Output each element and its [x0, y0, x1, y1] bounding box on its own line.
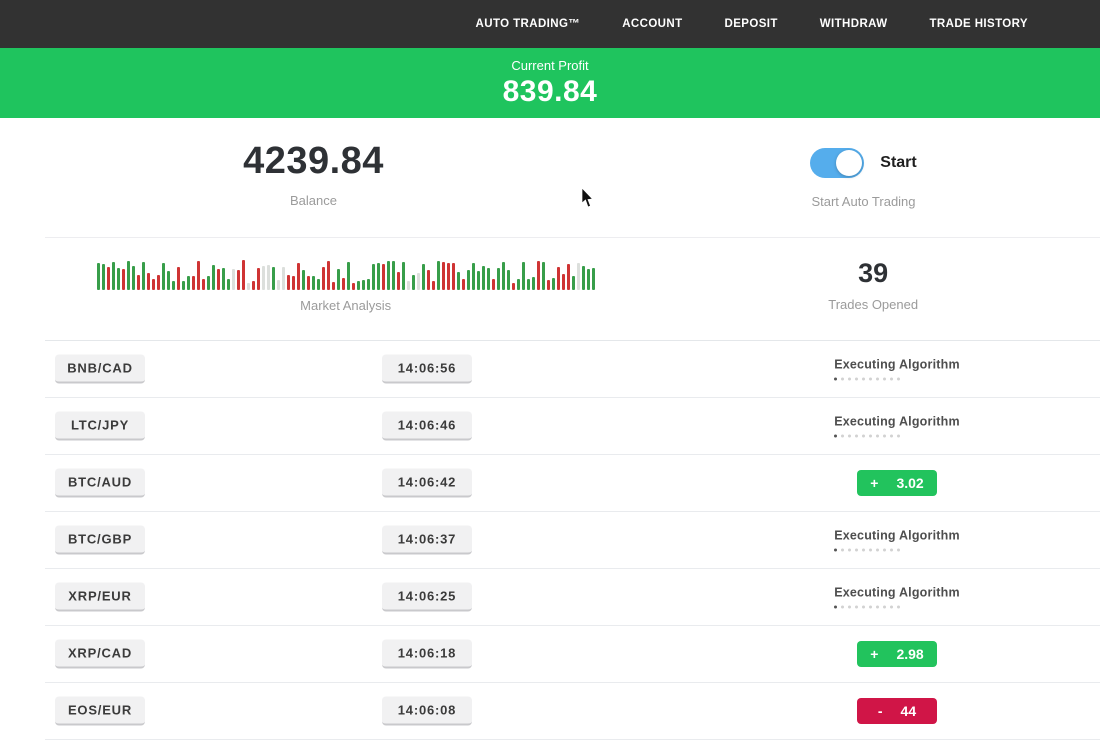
toggle-label: Start	[880, 154, 917, 171]
mouse-cursor	[581, 188, 594, 208]
balance-label: Balance	[290, 193, 337, 208]
pair-chip[interactable]: XRP/CAD	[55, 639, 145, 669]
trade-time: 14:06:42	[382, 468, 472, 498]
progress-dots	[834, 434, 960, 438]
executing-label: Executing Algorithm	[834, 528, 960, 543]
result-sign: +	[870, 475, 879, 491]
trade-time: 14:06:56	[382, 354, 472, 384]
trades-list: BNB/CAD 14:06:56 Executing Algorithm LTC…	[45, 340, 1100, 740]
pair-chip[interactable]: BTC/GBP	[55, 525, 145, 555]
balance-section: 4239.84 Balance Start Start Auto Trading	[0, 118, 1100, 237]
trades-opened-value: 39	[858, 258, 889, 288]
executing-status: Executing Algorithm	[834, 586, 960, 609]
result-value: 3.02	[896, 475, 924, 491]
result-badge: - 44	[857, 698, 937, 724]
pair-chip[interactable]: BNB/CAD	[55, 354, 145, 384]
result-sign: -	[877, 703, 883, 719]
trade-time: 14:06:37	[382, 525, 472, 555]
nav-item[interactable]: ACCOUNT	[622, 18, 683, 30]
nav-item[interactable]: WITHDRAW	[819, 18, 888, 30]
toggle-sublabel: Start Auto Trading	[811, 194, 916, 209]
trade-status: Executing Algorithm	[777, 358, 1017, 381]
trade-row: BNB/CAD 14:06:56 Executing Algorithm	[45, 341, 1100, 398]
market-analysis-label: Market Analysis	[300, 298, 392, 313]
trade-row: BTC/AUD 14:06:42 + 3.02	[45, 455, 1100, 512]
trade-status: Executing Algorithm	[777, 586, 1017, 609]
trade-row: BTC/GBP 14:06:37 Executing Algorithm	[45, 512, 1100, 569]
current-profit-banner: Current Profit 839.84	[0, 48, 1100, 118]
pair-chip[interactable]: XRP/EUR	[55, 582, 145, 612]
trade-status: + 3.02	[777, 470, 1017, 496]
trade-row: EOS/EUR 14:06:08 - 44	[45, 683, 1100, 740]
trade-row: XRP/CAD 14:06:18 + 2.98	[45, 626, 1100, 683]
progress-dots	[834, 548, 960, 552]
trade-status: - 44	[777, 698, 1017, 724]
pair-chip[interactable]: EOS/EUR	[55, 696, 145, 726]
progress-dots	[834, 605, 960, 609]
result-badge: + 2.98	[857, 641, 937, 667]
trade-time: 14:06:08	[382, 696, 472, 726]
trade-status: + 2.98	[777, 641, 1017, 667]
top-nav: AUTO TRADING™ ACCOUNT DEPOSIT WITHDRAW T…	[0, 0, 1100, 48]
executing-status: Executing Algorithm	[834, 358, 960, 381]
result-value: 2.98	[896, 646, 924, 662]
trade-time: 14:06:25	[382, 582, 472, 612]
trade-row: XRP/EUR 14:06:25 Executing Algorithm	[45, 569, 1100, 626]
pair-chip[interactable]: LTC/JPY	[55, 411, 145, 441]
nav-item[interactable]: DEPOSIT	[724, 18, 778, 30]
pair-chip[interactable]: BTC/AUD	[55, 468, 145, 498]
nav-item[interactable]: AUTO TRADING™	[475, 18, 581, 30]
executing-label: Executing Algorithm	[834, 414, 960, 429]
auto-trading-toggle[interactable]	[810, 148, 865, 178]
trade-status: Executing Algorithm	[777, 529, 1017, 552]
executing-status: Executing Algorithm	[834, 529, 960, 552]
progress-dots	[834, 377, 960, 381]
result-badge: + 3.02	[857, 470, 937, 496]
market-section: Market Analysis 39 Trades Opened	[45, 237, 1100, 340]
nav-item[interactable]: TRADE HISTORY	[929, 18, 1028, 30]
balance-value: 4239.84	[243, 140, 384, 182]
trade-row: LTC/JPY 14:06:46 Executing Algorithm	[45, 398, 1100, 455]
toggle-knob	[836, 150, 863, 176]
current-profit-label: Current Profit	[511, 57, 589, 73]
current-profit-value: 839.84	[502, 74, 598, 108]
executing-status: Executing Algorithm	[834, 415, 960, 438]
trade-status: Executing Algorithm	[777, 415, 1017, 438]
executing-label: Executing Algorithm	[834, 585, 960, 600]
trade-time: 14:06:18	[382, 639, 472, 669]
market-analysis-bars	[96, 258, 595, 290]
executing-label: Executing Algorithm	[834, 357, 960, 372]
trade-time: 14:06:46	[382, 411, 472, 441]
result-sign: +	[870, 646, 879, 662]
result-value: 44	[900, 703, 917, 719]
trades-opened-label: Trades Opened	[828, 297, 919, 312]
